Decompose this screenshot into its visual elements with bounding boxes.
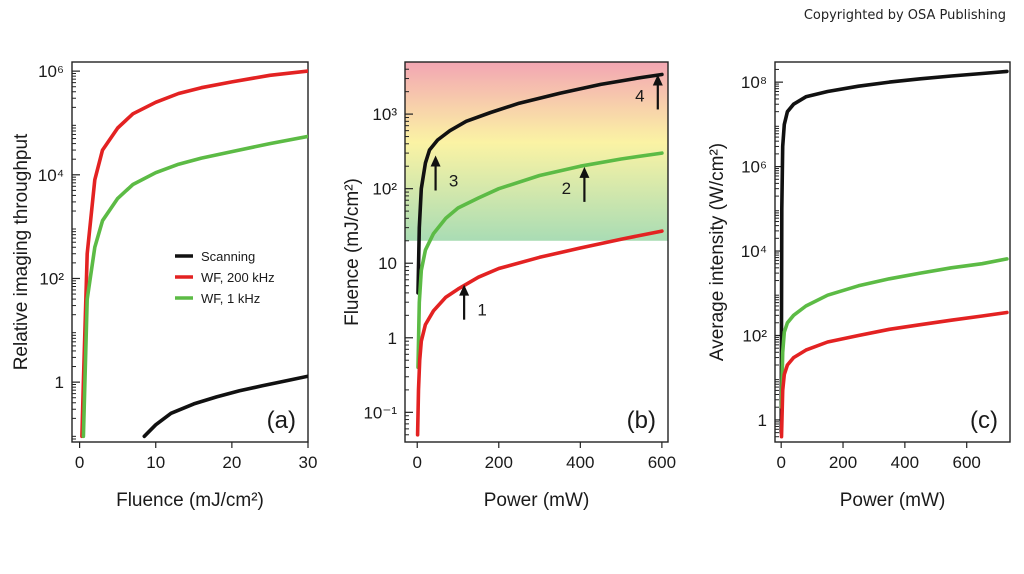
series-line-1 [416, 151, 664, 370]
x-tick-label: 600 [953, 453, 981, 472]
x-tick-label: 0 [75, 453, 84, 472]
series-line-0 [416, 72, 664, 295]
series-line-2 [81, 134, 308, 439]
y-tick-label: 10² [39, 269, 64, 288]
annotation-arrowhead [652, 74, 663, 86]
shaded-region [405, 62, 668, 241]
y-tick-label: 10⁻¹ [363, 403, 397, 422]
plot-frame [774, 61, 1011, 443]
annotation-arrowhead [579, 166, 590, 178]
y-tick-label: 1 [55, 373, 64, 392]
y-tick-label: 1 [388, 329, 397, 348]
panel-label: (b) [627, 407, 656, 434]
series-line-2 [415, 229, 664, 437]
y-tick-label: 10⁶ [38, 62, 64, 81]
legend-label: Scanning [201, 249, 255, 264]
copyright-notice: Copyrighted by OSA Publishing [803, 8, 1006, 23]
panel-label: (a) [267, 407, 296, 434]
x-tick-label: 0 [412, 453, 421, 472]
annotation-label: 1 [477, 301, 486, 320]
y-tick-label: 10⁸ [741, 73, 767, 92]
series-line-2 [779, 310, 1009, 439]
panel-a: 0 10 20 30 1 10² 10⁴ 10⁶ (a) Fluence (mJ/cm²) Rela… [11, 61, 318, 511]
y-tick-label: 10⁴ [741, 242, 767, 261]
annotation-arrowhead [430, 155, 441, 167]
x-axis-title: Power (mW) [840, 490, 946, 511]
x-tick-label: 200 [485, 453, 513, 472]
y-tick-label: 10² [742, 326, 767, 345]
x-axis-title: Power (mW) [484, 490, 590, 511]
y-tick-label: 1 [758, 411, 767, 430]
legend: Scanning WF, 200 kHz WF, 1 kHz [175, 249, 275, 306]
y-tick-label: 10² [372, 180, 397, 199]
series-line-0 [779, 69, 1009, 435]
annotation-arrowhead [459, 284, 470, 296]
series-line-1 [80, 69, 308, 439]
annotation-label: 2 [562, 179, 571, 198]
panel-c: 0 200 400 600 1 10² 10⁴ 10⁶ 10⁸ (c) Power (mW) Aver… [707, 61, 1011, 511]
y-tick-label: 10 [378, 254, 397, 273]
legend-label: WF, 200 kHz [201, 270, 275, 285]
x-tick-label: 10 [146, 453, 165, 472]
x-tick-label: 400 [566, 453, 594, 472]
y-tick-label: 10³ [372, 105, 397, 124]
y-tick-label: 10⁴ [38, 166, 64, 185]
x-axis-title: Fluence (mJ/cm²) [116, 490, 264, 511]
plot-frame [404, 61, 669, 443]
x-tick-label: 30 [299, 453, 318, 472]
y-axis-title: Fluence (mJ/cm²) [342, 178, 363, 326]
series-line-1 [779, 257, 1009, 410]
annotation-label: 4 [635, 86, 644, 105]
y-tick-label: 10⁶ [741, 158, 767, 177]
legend-label: WF, 1 kHz [201, 291, 260, 306]
x-tick-label: 400 [891, 453, 919, 472]
panel-b: 0 200 400 600 10⁻¹ 1 10 10² 10³ 1 2 3 4 (b) Power (mW)… [342, 61, 676, 511]
y-axis-title: Relative imaging throughput [11, 133, 32, 370]
plot-frame [71, 61, 309, 443]
y-axis-title: Average intensity (W/cm²) [707, 143, 728, 361]
x-tick-label: 20 [222, 453, 241, 472]
x-tick-label: 0 [776, 453, 785, 472]
panel-label: (c) [970, 407, 998, 434]
x-tick-label: 200 [829, 453, 857, 472]
series-line-0 [142, 374, 308, 439]
x-tick-label: 600 [648, 453, 676, 472]
annotation-label: 3 [449, 172, 458, 191]
